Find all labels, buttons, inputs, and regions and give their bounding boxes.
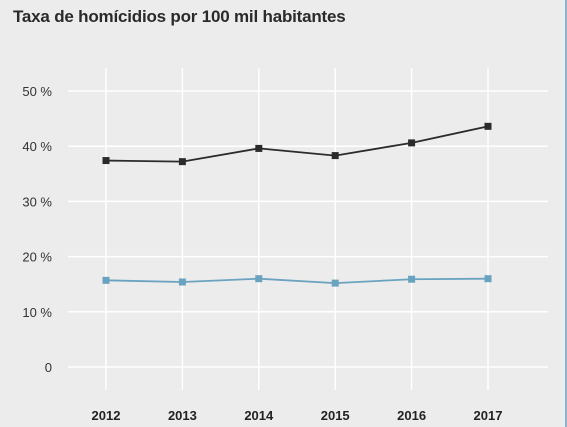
y-tick-label: 30 %: [22, 194, 52, 209]
x-tick-label: 2015: [321, 408, 350, 423]
data-point-series-2: [408, 275, 416, 283]
y-tick-label: 50 %: [22, 84, 52, 99]
x-tick-label: 2016: [397, 408, 426, 423]
data-point-series-2: [331, 279, 339, 287]
x-tick-label: 2014: [244, 408, 274, 423]
data-point-series-1: [255, 144, 263, 152]
y-tick-label: 0: [45, 360, 52, 375]
x-tick-label: 2013: [168, 408, 197, 423]
data-point-series-2: [178, 278, 186, 286]
data-point-series-1: [484, 122, 492, 130]
y-tick-label: 10 %: [22, 305, 52, 320]
data-point-series-1: [408, 139, 416, 147]
data-point-series-2: [102, 276, 110, 284]
data-point-series-1: [178, 158, 186, 166]
data-point-series-2: [484, 275, 492, 283]
x-tick-label: 2017: [474, 408, 503, 423]
data-point-series-2: [255, 275, 263, 283]
y-tick-label: 40 %: [22, 139, 52, 154]
series-line-1: [105, 125, 489, 163]
x-tick-label: 2012: [92, 408, 121, 423]
series-line-2: [105, 277, 489, 284]
y-tick-label: 20 %: [22, 250, 52, 265]
data-point-series-1: [331, 152, 339, 160]
data-point-series-1: [102, 157, 110, 165]
chart-title: Taxa de homícidios por 100 mil habitante…: [13, 7, 346, 26]
